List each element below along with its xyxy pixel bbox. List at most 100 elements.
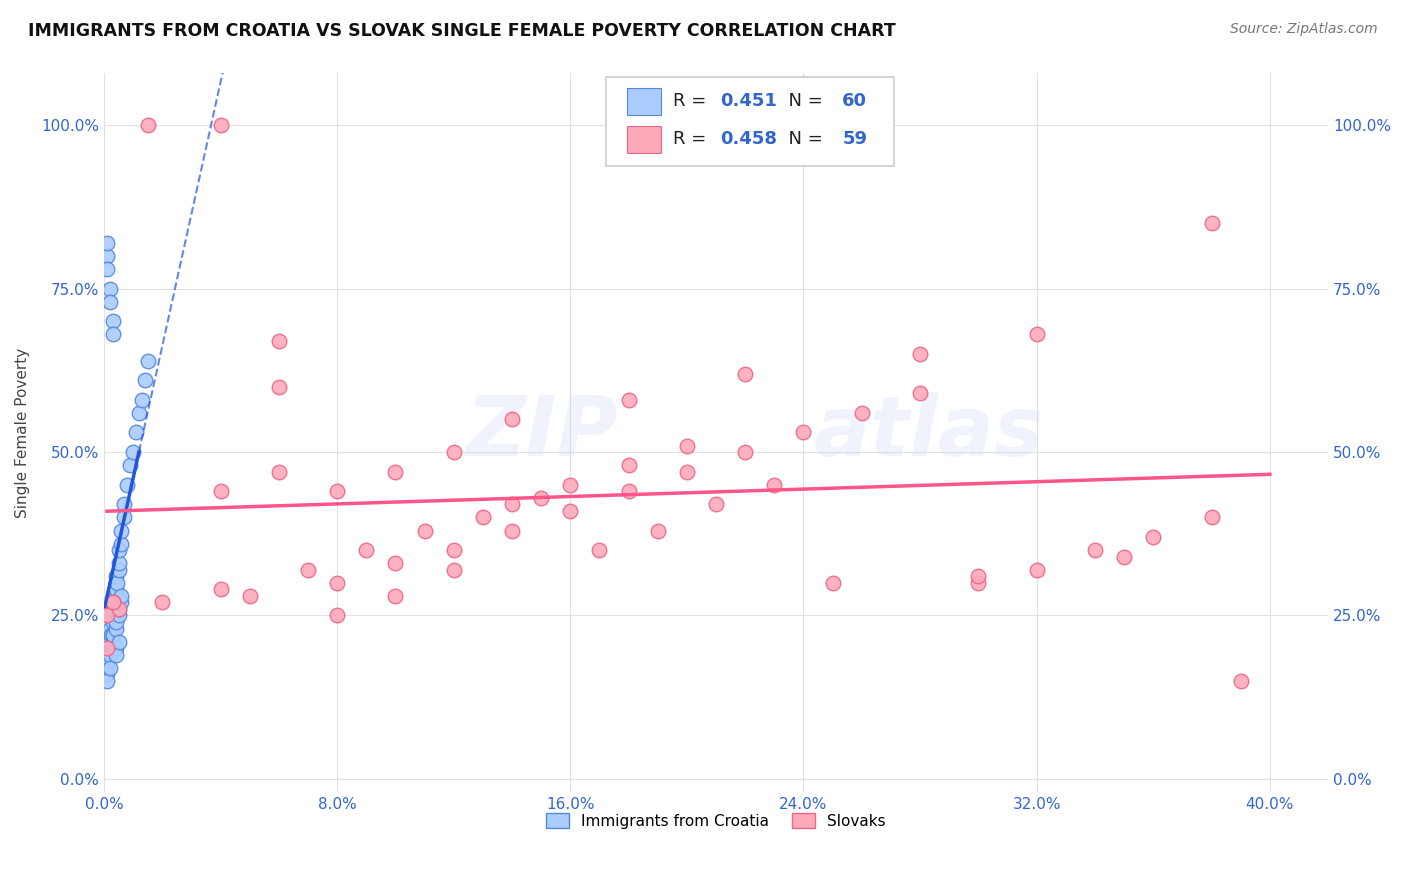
Point — [110, 524, 132, 538]
Text: Source: ZipAtlas.com: Source: ZipAtlas.com — [1230, 22, 1378, 37]
Point — [110, 595, 132, 609]
Point — [97, 628, 120, 642]
Text: N =: N = — [778, 130, 828, 148]
Point — [560, 504, 582, 518]
Point — [128, 406, 150, 420]
Point — [104, 582, 127, 597]
Point — [136, 118, 159, 132]
Point — [107, 563, 129, 577]
Text: 0.451: 0.451 — [720, 92, 776, 111]
Point — [94, 628, 117, 642]
Text: 59: 59 — [842, 130, 868, 148]
Point — [112, 510, 135, 524]
Point — [560, 477, 582, 491]
Point — [98, 641, 121, 656]
Point — [1229, 673, 1251, 688]
Point — [588, 543, 610, 558]
Point — [617, 458, 640, 472]
Point — [107, 602, 129, 616]
Point — [443, 543, 465, 558]
Point — [443, 563, 465, 577]
Point — [326, 575, 349, 590]
Point — [96, 667, 118, 681]
FancyBboxPatch shape — [627, 87, 661, 115]
Point — [125, 425, 148, 440]
Point — [101, 608, 124, 623]
Point — [384, 556, 406, 570]
Point — [122, 445, 145, 459]
Point — [94, 654, 117, 668]
Point — [101, 615, 124, 629]
Point — [101, 314, 124, 328]
Point — [101, 628, 124, 642]
Point — [471, 510, 494, 524]
Point — [501, 412, 523, 426]
Point — [112, 497, 135, 511]
Point — [98, 282, 121, 296]
Point — [98, 622, 121, 636]
FancyBboxPatch shape — [627, 126, 661, 153]
Point — [110, 589, 132, 603]
Point — [104, 648, 127, 662]
Point — [617, 392, 640, 407]
Point — [209, 582, 232, 597]
Point — [267, 465, 290, 479]
Point — [763, 477, 786, 491]
Point — [908, 386, 931, 401]
Point — [134, 373, 156, 387]
Point — [98, 648, 121, 662]
Point — [104, 589, 127, 603]
Point — [967, 575, 990, 590]
Point — [617, 484, 640, 499]
Point — [209, 118, 232, 132]
Point — [530, 491, 553, 505]
Point — [96, 673, 118, 688]
Point — [98, 661, 121, 675]
Text: 0.458: 0.458 — [720, 130, 776, 148]
Point — [110, 536, 132, 550]
Text: R =: R = — [673, 92, 713, 111]
Point — [443, 445, 465, 459]
Point — [107, 634, 129, 648]
Point — [1201, 216, 1223, 230]
Point — [131, 392, 153, 407]
Point — [384, 465, 406, 479]
Point — [239, 589, 262, 603]
Point — [792, 425, 814, 440]
Point — [107, 556, 129, 570]
Point — [101, 641, 124, 656]
Text: IMMIGRANTS FROM CROATIA VS SLOVAK SINGLE FEMALE POVERTY CORRELATION CHART: IMMIGRANTS FROM CROATIA VS SLOVAK SINGLE… — [28, 22, 896, 40]
Point — [117, 477, 139, 491]
Point — [104, 622, 127, 636]
Point — [101, 628, 124, 642]
Point — [107, 608, 129, 623]
Point — [1142, 530, 1164, 544]
Legend: Immigrants from Croatia, Slovaks: Immigrants from Croatia, Slovaks — [540, 806, 891, 835]
Point — [107, 602, 129, 616]
Point — [120, 458, 142, 472]
Point — [96, 262, 118, 277]
Point — [104, 615, 127, 629]
Point — [98, 634, 121, 648]
Point — [326, 484, 349, 499]
Point — [676, 465, 699, 479]
Point — [107, 543, 129, 558]
Point — [101, 595, 124, 609]
FancyBboxPatch shape — [606, 77, 894, 167]
Point — [136, 353, 159, 368]
Point — [96, 235, 118, 250]
Point — [967, 569, 990, 583]
Point — [101, 327, 124, 342]
Point — [96, 608, 118, 623]
Text: N =: N = — [778, 92, 828, 111]
Point — [326, 608, 349, 623]
Point — [105, 575, 128, 590]
Point — [100, 628, 122, 642]
Point — [734, 367, 756, 381]
Point — [104, 569, 127, 583]
Point — [150, 595, 173, 609]
Point — [97, 634, 120, 648]
Point — [101, 595, 124, 609]
Point — [1025, 563, 1047, 577]
Point — [676, 438, 699, 452]
